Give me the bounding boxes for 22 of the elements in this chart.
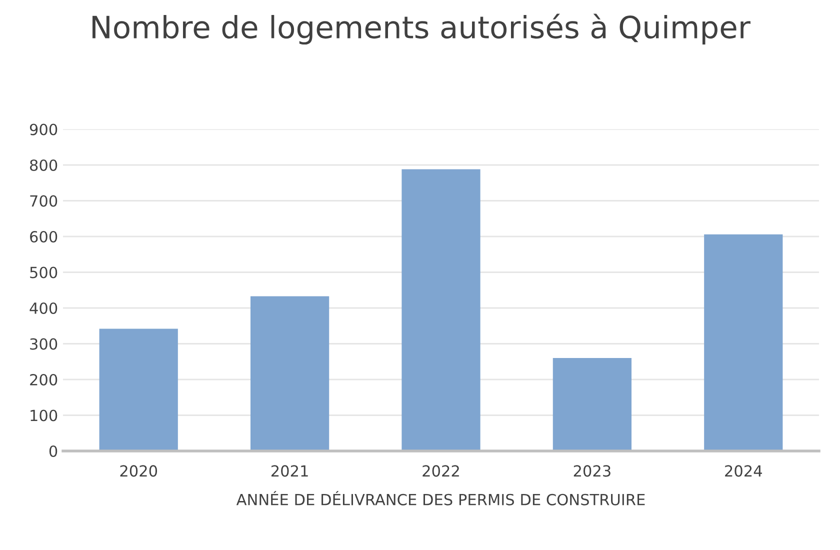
chart-title: Nombre de logements autorisés à Quimper <box>92 14 750 45</box>
y-tick-label: 700 <box>30 195 58 207</box>
y-tick-label: 200 <box>30 374 58 386</box>
x-tick-label: 2024 <box>725 465 762 477</box>
bar <box>552 358 632 451</box>
x-tick-label: 2023 <box>574 465 610 477</box>
bar <box>402 169 480 451</box>
bar <box>99 328 178 451</box>
y-tick-label: 900 <box>30 124 58 136</box>
x-tick-label: 2020 <box>120 465 158 477</box>
y-tick-label: 400 <box>30 302 58 314</box>
x-tick-label: 2022 <box>422 465 459 477</box>
y-tick-label: 600 <box>30 230 58 243</box>
bar <box>704 234 783 451</box>
x-tick-label: 2021 <box>271 465 308 477</box>
y-tick-label: 800 <box>30 159 58 172</box>
bar <box>250 296 330 451</box>
x-axis-title: ANNÉE DE DÉLIVRANCE DES PERMIS DE CONSTRUIRE <box>236 491 645 506</box>
y-tick-label: 500 <box>30 266 58 278</box>
y-tick-label: 0 <box>49 445 58 458</box>
y-tick-label: 100 <box>30 410 58 422</box>
y-tick-label: 300 <box>30 338 58 350</box>
